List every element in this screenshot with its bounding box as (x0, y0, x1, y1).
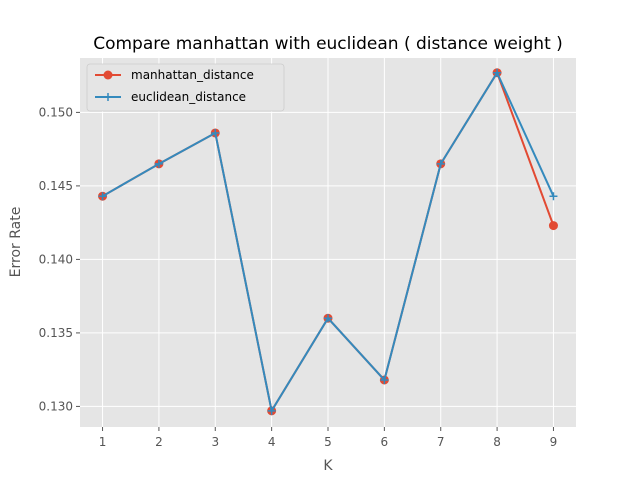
grid (80, 58, 576, 427)
data-point-manhattan (548, 221, 558, 231)
y-tick-label: 0.150 (39, 105, 73, 119)
series-layer (98, 68, 558, 416)
x-tick-label: 7 (437, 435, 445, 449)
y-axis: 0.130 0.135 0.140 0.145 0.150 (39, 105, 80, 413)
legend-label-manhattan: manhattan_distance (131, 68, 254, 82)
x-tick-label: 5 (324, 435, 332, 449)
y-tick-label: 0.135 (39, 326, 73, 340)
data-point-euclidean (493, 68, 502, 77)
data-point-euclidean (436, 159, 445, 168)
chart-title: Compare manhattan with euclidean ( dista… (93, 34, 563, 54)
x-tick-label: 6 (381, 435, 389, 449)
legend-marker-manhattan (103, 70, 113, 80)
data-point-euclidean (549, 192, 558, 201)
legend-marker-euclidean (104, 93, 112, 101)
data-point-euclidean (267, 406, 276, 415)
data-point-euclidean (211, 128, 220, 137)
x-tick-label: 9 (550, 435, 558, 449)
y-tick-label: 0.130 (39, 399, 73, 413)
x-tick-label: 1 (99, 435, 107, 449)
legend: manhattan_distance euclidean_distance (86, 63, 285, 112)
x-tick-label: 3 (211, 435, 219, 449)
x-axis: 1 2 3 4 5 6 7 8 9 (99, 427, 558, 449)
y-axis-label: Error Rate (8, 207, 24, 278)
x-axis-label: K (323, 458, 333, 474)
legend-box (86, 63, 285, 112)
data-point-euclidean (98, 192, 107, 201)
y-tick-label: 0.145 (39, 179, 73, 193)
data-point-euclidean (154, 159, 163, 168)
y-tick-label: 0.140 (39, 252, 73, 266)
x-tick-label: 2 (155, 435, 163, 449)
data-point-euclidean (380, 375, 389, 384)
x-tick-label: 8 (493, 435, 501, 449)
legend-label-euclidean: euclidean_distance (131, 90, 246, 104)
x-tick-label: 4 (268, 435, 276, 449)
data-point-euclidean (324, 314, 332, 323)
